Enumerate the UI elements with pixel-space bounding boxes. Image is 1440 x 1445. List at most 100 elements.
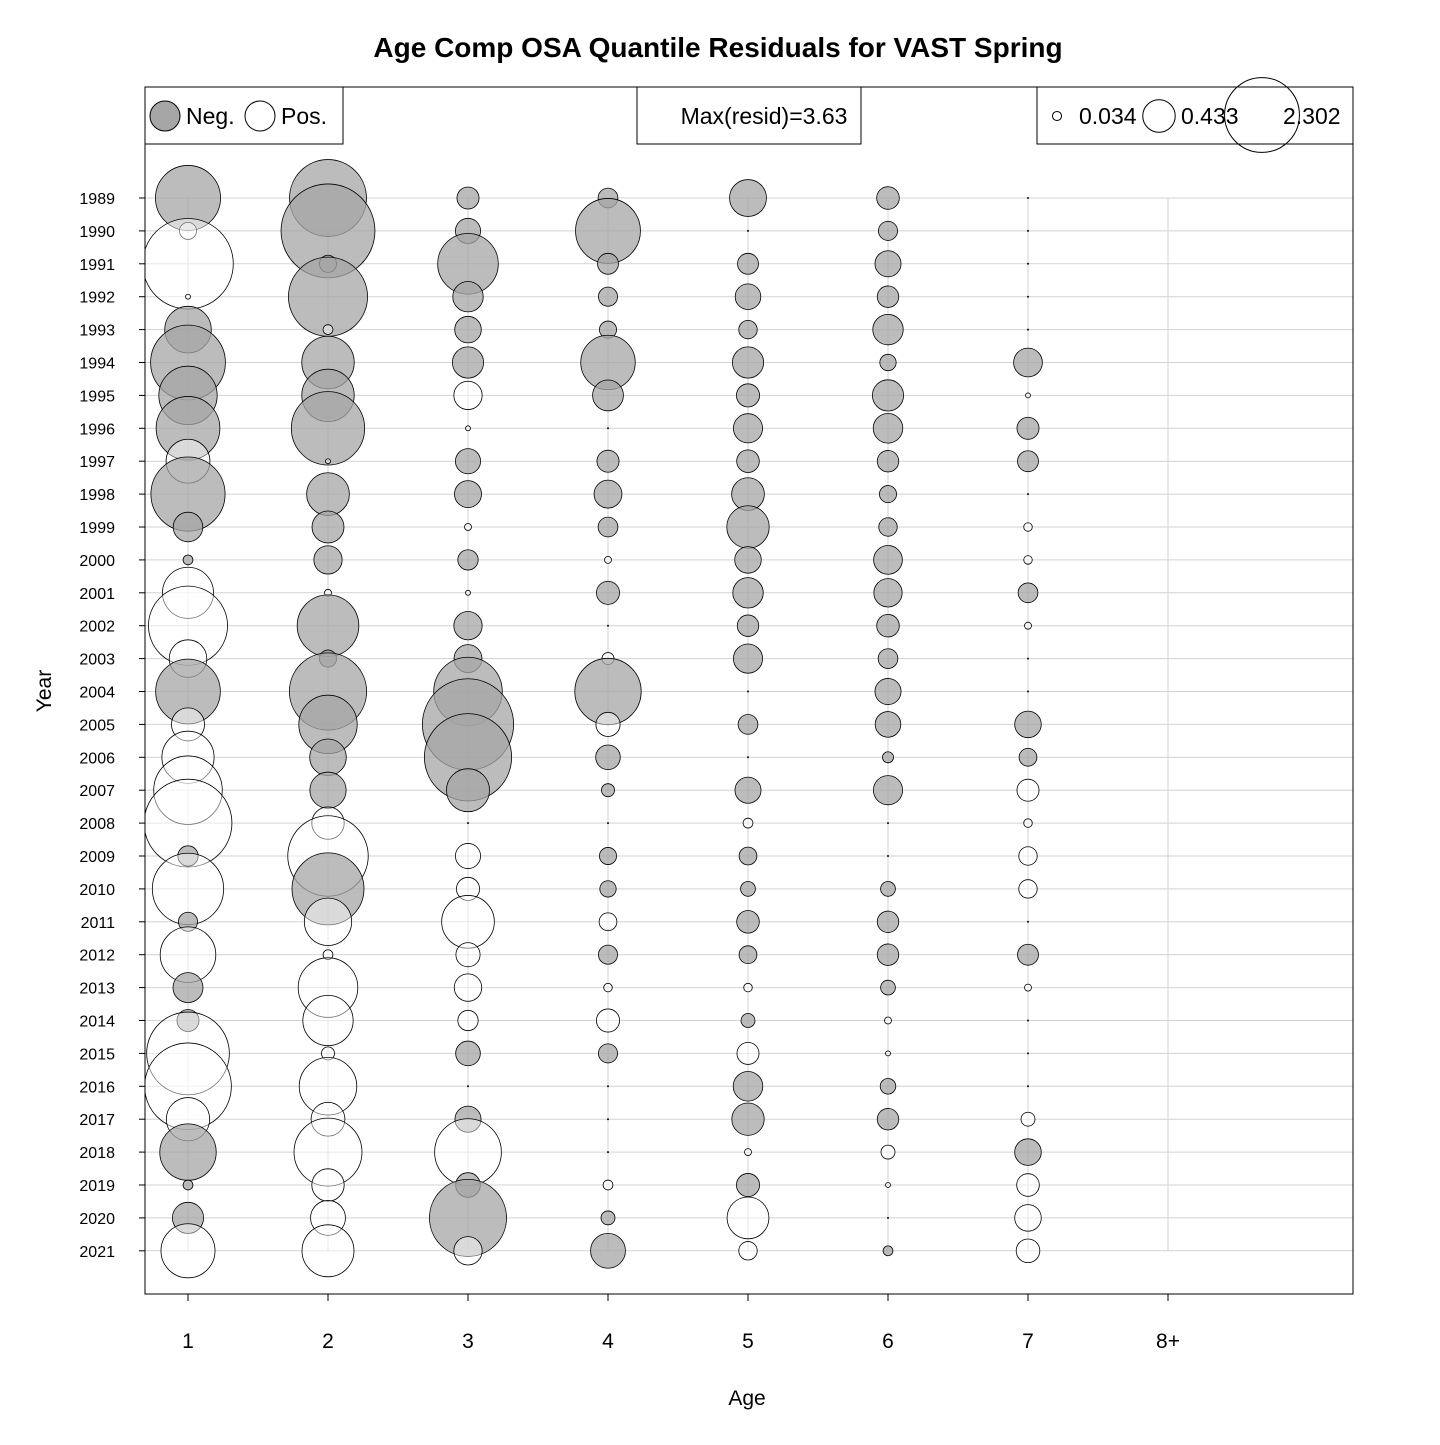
residual-bubble-negative	[1013, 347, 1043, 378]
y-tick-label: 2019	[79, 1178, 115, 1195]
residual-bubble-positive	[1016, 778, 1040, 802]
legend-size-swatch-small	[1051, 110, 1063, 122]
legend-size-swatch-medium	[1142, 99, 1176, 133]
residual-bubble-positive	[322, 949, 334, 961]
residual-bubble-negative	[182, 1179, 194, 1191]
y-tick-label: 2016	[79, 1079, 115, 1096]
residual-bubble-negative	[592, 379, 624, 412]
residual-bubble-positive	[298, 1057, 358, 1116]
y-tick-label: 2011	[81, 915, 116, 932]
y-tick-label: 1991	[79, 257, 115, 274]
residual-bubble-positive	[322, 324, 334, 335]
residual-bubble-negative	[732, 1071, 764, 1102]
residual-bubble-negative	[446, 768, 490, 813]
residual-bubble-negative	[876, 614, 900, 638]
x-tick-label: 7	[1022, 1330, 1034, 1353]
residual-bubble-positive	[441, 895, 495, 949]
x-ticks: 1 2 3 4 5 6 7 8+	[182, 1294, 1180, 1353]
residual-bubble-negative	[182, 554, 194, 566]
y-tick-label: 1996	[79, 421, 115, 438]
residual-bubble-positive	[1027, 1019, 1030, 1022]
residual-bubble-positive	[738, 1241, 758, 1261]
residual-bubble-negative	[873, 775, 903, 806]
residual-bubble-negative	[309, 771, 347, 809]
residual-bubble-negative	[597, 252, 619, 275]
residual-bubble-positive	[885, 1050, 891, 1057]
residual-bubble-positive	[453, 380, 483, 410]
y-tick-label: 2020	[79, 1211, 115, 1228]
residual-bubble-negative	[313, 545, 343, 575]
legend-size-label-medium: 0.433	[1181, 103, 1239, 129]
residual-bubble-positive	[153, 755, 223, 825]
residual-bubble-negative	[599, 847, 617, 865]
residual-bubble-negative	[598, 944, 618, 965]
residual-bubble-positive	[887, 822, 890, 825]
residual-bubble-negative	[590, 1232, 626, 1269]
residual-bubble-negative	[177, 845, 199, 867]
residual-bubble-negative	[726, 505, 770, 549]
residual-bubble-negative	[736, 910, 760, 934]
residual-bubble-negative	[1018, 748, 1038, 767]
x-axis-label: Age	[728, 1387, 765, 1410]
residual-bubble-positive	[1016, 1173, 1040, 1197]
y-tick-label: 2001	[79, 586, 115, 603]
residual-bubble-negative	[598, 286, 618, 307]
residual-bubble-positive	[604, 556, 612, 564]
residual-bubble-negative	[736, 449, 760, 473]
residual-bubble-positive	[607, 1085, 610, 1088]
y-tick-label: 2012	[79, 948, 115, 965]
residual-bubble-negative	[171, 1201, 204, 1234]
residual-bubble-negative	[734, 776, 762, 804]
residual-bubble-negative	[872, 313, 904, 346]
residual-bubble-positive	[162, 566, 214, 619]
residual-bubble-negative	[878, 517, 898, 537]
residual-bubble-negative	[879, 485, 897, 504]
residual-bubble-negative	[454, 315, 482, 344]
residual-bubble-positive	[1025, 392, 1031, 399]
residual-bubble-positive	[1027, 657, 1030, 660]
y-tick-label: 2004	[79, 685, 115, 702]
y-tick-label: 2013	[79, 981, 115, 998]
residual-bubble-positive	[607, 427, 610, 430]
y-tick-label: 2009	[79, 849, 115, 866]
y-ticks: 1989 1990 1991 1992 1993 1994 1995 1996 1997 1998…	[79, 191, 145, 1261]
residual-bubble-negative	[734, 283, 762, 310]
y-tick-label: 1989	[79, 191, 115, 208]
residual-bubble-positive	[146, 1011, 230, 1096]
residual-bubble-positive	[607, 1118, 610, 1121]
residual-bubble-negative	[876, 1108, 900, 1131]
residual-bubble-positive	[321, 1046, 335, 1061]
residual-bubble-positive	[1023, 522, 1033, 532]
y-tick-label: 2015	[79, 1046, 115, 1063]
residual-bubble-positive	[301, 1224, 355, 1278]
residual-bubble-positive	[160, 1223, 216, 1279]
residual-bubble-positive	[1014, 1204, 1042, 1232]
y-tick-label: 2003	[79, 652, 115, 669]
residual-bubble-positive	[607, 624, 610, 627]
residual-bubble-negative	[601, 783, 615, 798]
residual-bubble-positive	[310, 1101, 346, 1137]
residual-bubble-negative	[876, 450, 900, 473]
y-tick-label: 2005	[79, 717, 115, 734]
residual-bubble-positive	[465, 425, 471, 432]
residual-bubble-negative	[290, 391, 366, 466]
residual-bubble-positive	[293, 1117, 363, 1187]
residual-bubble-positive	[602, 1179, 614, 1191]
residual-bubble-negative	[737, 252, 759, 275]
residual-bubble-negative	[598, 1043, 618, 1064]
residual-bubble-positive	[185, 293, 191, 300]
y-tick-label: 2010	[79, 882, 115, 899]
y-tick-label: 2000	[79, 553, 115, 570]
max-resid-text: Max(resid)=3.63	[681, 103, 848, 129]
residual-bubble-negative	[172, 511, 204, 543]
residual-bubble-negative	[732, 346, 765, 379]
residual-bubble-negative	[880, 979, 896, 996]
residual-bubble-positive	[887, 855, 890, 858]
residual-bubble-positive	[161, 730, 215, 784]
residual-bubble-negative	[455, 1040, 481, 1067]
residual-bubble-positive	[297, 957, 359, 1018]
residual-bubble-positive	[311, 1168, 345, 1202]
residual-bubble-negative	[176, 1009, 200, 1032]
residual-bubble-negative	[880, 881, 896, 897]
residual-bubble-positive	[1027, 229, 1030, 232]
